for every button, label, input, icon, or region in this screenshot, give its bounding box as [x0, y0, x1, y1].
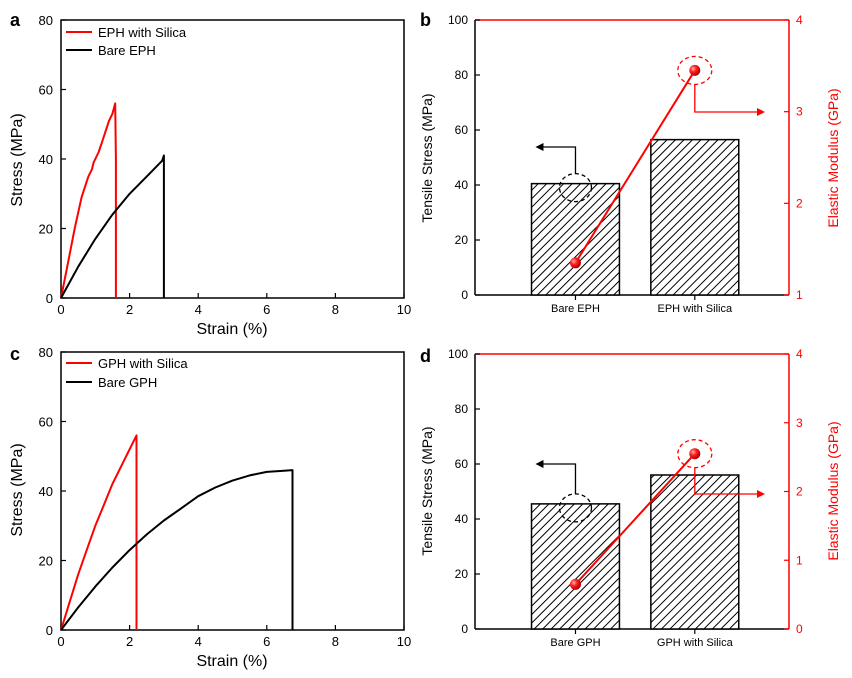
y-tick-label: 0 — [46, 623, 53, 638]
y-tick-label: 20 — [455, 567, 469, 581]
panel-a-xlabel: Strain (%) — [196, 321, 267, 338]
panel-a: 0 2 4 6 8 10 0 20 40 60 80 EPH with Silica Bare EP… — [9, 13, 411, 338]
arrow-to-right-axis — [694, 467, 759, 495]
arrow-to-left-axis — [540, 146, 577, 174]
category-label-bare-gph: Bare GPH — [550, 637, 600, 649]
modulus-point-eph-with-silica — [689, 64, 701, 76]
series-line-bare-eph — [60, 154, 165, 299]
y2-tick-label: 2 — [796, 485, 803, 499]
arrowhead-right — [757, 490, 765, 498]
y2-tick-label: 3 — [796, 105, 803, 119]
arrowhead-left — [535, 143, 544, 151]
modulus-line — [574, 69, 696, 264]
panel-a-marks: 0 2 4 6 8 10 0 20 40 60 80 — [39, 13, 412, 317]
panel-c-marks: 0 2 4 6 8 10 0 20 40 60 80 — [39, 345, 412, 649]
arrowhead-right — [757, 108, 765, 116]
y-tick-label: 100 — [448, 347, 468, 361]
y2-tick-label: 3 — [796, 416, 803, 430]
y-tick-label: 20 — [39, 222, 53, 237]
panel-b-y2label: Elastic Modulus (GPa) — [825, 88, 841, 227]
x-tick-label: 8 — [332, 634, 339, 649]
arrow-to-right-axis — [694, 84, 759, 113]
legend-label-gph-silica: GPH with Silica — [98, 356, 188, 371]
arrowhead-left — [535, 460, 544, 468]
y-tick-label: 40 — [455, 178, 469, 192]
panel-a-ylabel: Stress (MPa) — [9, 113, 26, 206]
x-tick-label: 10 — [397, 634, 411, 649]
bar-bare-eph — [530, 182, 621, 296]
y-tick-label: 80 — [455, 402, 469, 416]
y2-tick-label: 4 — [796, 347, 803, 361]
y-tick-label: 0 — [461, 288, 468, 302]
legend-label-bare-eph: Bare EPH — [98, 43, 156, 58]
category-label-bare-eph: Bare EPH — [551, 303, 600, 315]
plot-frame — [60, 351, 405, 631]
x-tick-label: 8 — [332, 302, 339, 317]
x-tick-label: 2 — [126, 634, 133, 649]
y-tick-label: 80 — [455, 68, 469, 82]
panel-d-ylabel: Tensile Stress (MPa) — [419, 426, 435, 555]
panel-d-marks: 0 20 40 60 80 100 0 1 2 3 4 Bare GPH GPH with Silica — [448, 347, 803, 649]
x-tick-label: 0 — [57, 634, 64, 649]
y2-tick-label: 2 — [796, 196, 803, 210]
plot-frame — [60, 19, 405, 299]
y2-tick-label: 1 — [796, 288, 803, 302]
series-line-bare-gph — [60, 469, 294, 631]
y-tick-label: 40 — [39, 484, 53, 499]
y-tick-label: 80 — [39, 13, 53, 28]
bar-gph-with-silica — [650, 474, 740, 630]
x-tick-label: 6 — [263, 634, 270, 649]
x-tick-label: 4 — [195, 302, 202, 317]
y2-tick-label: 1 — [796, 553, 803, 567]
modulus-line — [574, 453, 696, 585]
modulus-point-bare-gph — [569, 578, 581, 590]
y-tick-label: 60 — [39, 83, 53, 98]
y-tick-label: 40 — [39, 152, 53, 167]
bar-bare-gph — [530, 503, 621, 630]
bar-eph-with-silica — [650, 138, 740, 296]
panel-c-ylabel: Stress (MPa) — [9, 443, 26, 536]
y-tick-label: 80 — [39, 345, 53, 360]
y-tick-label: 0 — [46, 291, 53, 306]
panel-letter-a: a — [10, 10, 21, 30]
y2-tick-label: 4 — [796, 13, 803, 27]
modulus-point-gph-with-silica — [689, 448, 701, 460]
panel-c-legend: GPH with Silica Bare GPH — [66, 356, 188, 390]
y-tick-label: 60 — [39, 415, 53, 430]
y-tick-label: 100 — [448, 13, 468, 27]
panel-a-legend: EPH with Silica Bare EPH — [66, 25, 187, 58]
x-tick-label: 0 — [57, 302, 64, 317]
panel-d: 0 20 40 60 80 100 0 1 2 3 4 Bare GPH GPH with Silica… — [419, 347, 841, 649]
x-tick-label: 6 — [263, 302, 270, 317]
y-tick-label: 60 — [455, 457, 469, 471]
y-tick-label: 0 — [461, 622, 468, 636]
y2-tick-label: 0 — [796, 622, 803, 636]
panel-b-marks: 0 20 40 60 80 100 1 2 3 4 Bare EPH EPH with Silica — [448, 13, 803, 315]
modulus-point-bare-eph — [569, 257, 581, 269]
x-tick-label: 2 — [126, 302, 133, 317]
y-tick-label: 60 — [455, 123, 469, 137]
panel-c-xlabel: Strain (%) — [196, 653, 267, 670]
panel-letter-d: d — [420, 346, 431, 366]
panel-letter-c: c — [10, 344, 20, 364]
panel-c: 0 2 4 6 8 10 0 20 40 60 80 GPH with Silica Bare GP… — [9, 345, 411, 670]
series-line-eph-with-silica — [60, 102, 117, 299]
arrow-to-left-axis — [540, 463, 577, 494]
panel-b-ylabel: Tensile Stress (MPa) — [419, 93, 435, 222]
x-tick-label: 10 — [397, 302, 411, 317]
y-tick-label: 40 — [455, 512, 469, 526]
y-tick-label: 20 — [39, 554, 53, 569]
category-label-eph-with-silica: EPH with Silica — [658, 303, 733, 315]
x-tick-label: 4 — [195, 634, 202, 649]
legend-label-bare-gph: Bare GPH — [98, 375, 157, 390]
category-label-gph-with-silica: GPH with Silica — [657, 637, 734, 649]
legend-label-eph-silica: EPH with Silica — [98, 25, 187, 40]
series-line-gph-with-silica — [60, 434, 138, 631]
panel-letter-b: b — [420, 10, 431, 30]
panel-d-y2label: Elastic Modulus (GPa) — [825, 421, 841, 560]
y-tick-label: 20 — [455, 233, 469, 247]
